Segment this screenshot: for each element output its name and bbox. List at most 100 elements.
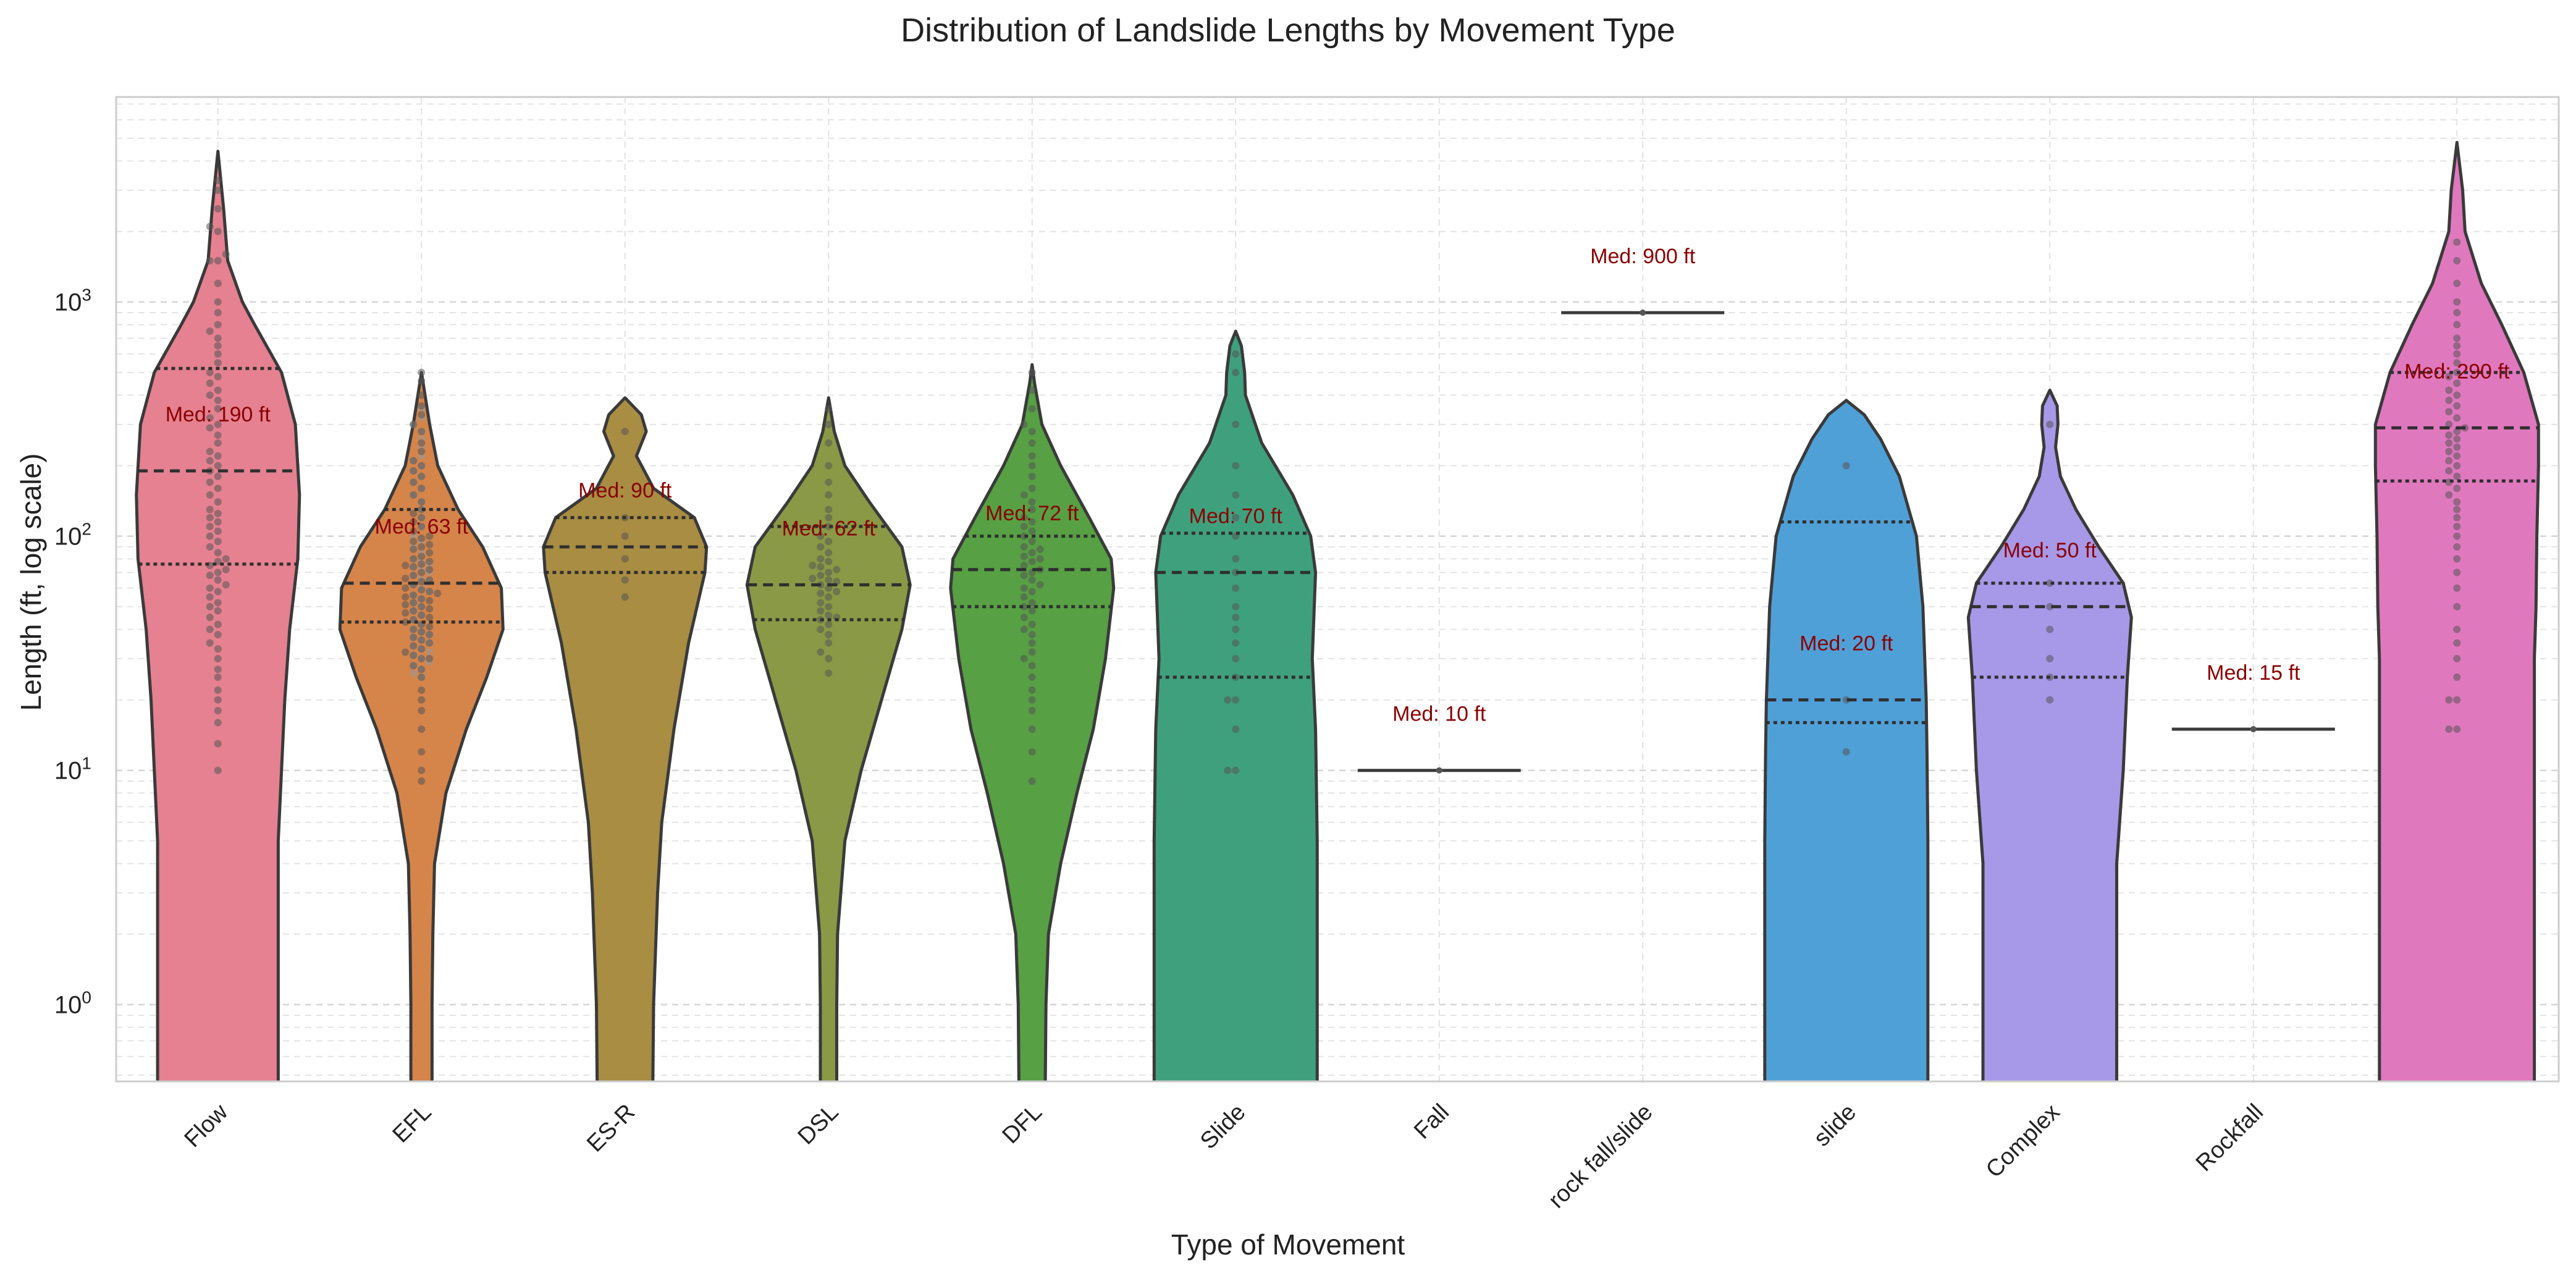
data-point <box>418 535 426 543</box>
data-point <box>2453 522 2461 530</box>
data-point <box>426 565 434 573</box>
data-point <box>1020 602 1028 611</box>
data-point <box>418 411 426 419</box>
data-point <box>1028 599 1036 607</box>
data-point <box>2453 625 2461 633</box>
data-point <box>1028 748 1036 756</box>
data-point <box>2453 484 2461 493</box>
data-point <box>2445 447 2453 455</box>
data-point <box>410 420 418 428</box>
data-point <box>825 611 833 619</box>
y-tick-label: 102 <box>54 520 91 551</box>
data-point <box>410 538 418 546</box>
data-point <box>214 527 222 535</box>
data-point <box>214 576 222 584</box>
data-point <box>426 549 434 557</box>
data-point <box>418 586 426 594</box>
data-point <box>1028 588 1036 596</box>
data-point <box>2453 555 2461 563</box>
data-point <box>817 625 825 633</box>
data-point <box>418 522 426 530</box>
data-point <box>410 607 418 615</box>
data-point <box>418 402 426 410</box>
data-point <box>1639 310 1646 316</box>
data-point <box>418 391 426 399</box>
data-point <box>825 654 833 662</box>
data-point <box>825 557 833 565</box>
data-point <box>426 614 434 622</box>
data-point <box>402 584 410 592</box>
data-point <box>825 602 833 611</box>
data-point <box>418 543 426 551</box>
data-point <box>1028 439 1036 447</box>
data-point <box>2445 491 2453 499</box>
data-point <box>2453 402 2461 410</box>
data-point <box>410 591 418 599</box>
data-point <box>206 379 214 387</box>
data-point <box>410 555 418 563</box>
data-point <box>214 673 222 681</box>
data-point <box>206 584 214 592</box>
data-point <box>206 491 214 499</box>
data-point <box>222 581 230 589</box>
data-point <box>621 576 629 584</box>
data-point <box>1020 532 1028 540</box>
data-point <box>214 472 222 480</box>
data-point <box>1028 630 1036 638</box>
data-point <box>1232 514 1240 522</box>
data-point <box>1232 420 1240 428</box>
data-point <box>1028 505 1036 514</box>
data-point <box>2453 321 2461 329</box>
data-point <box>418 766 426 774</box>
data-point <box>1028 518 1036 526</box>
data-point <box>1020 572 1028 580</box>
data-point <box>1028 607 1036 615</box>
data-point <box>2046 420 2054 428</box>
data-point <box>825 405 833 413</box>
data-point <box>214 350 222 358</box>
data-point <box>410 478 418 486</box>
data-point <box>418 498 426 506</box>
data-point <box>1232 654 1240 662</box>
data-point <box>1020 625 1028 633</box>
data-point <box>2453 379 2461 387</box>
data-point <box>825 538 833 546</box>
data-point <box>1028 428 1036 436</box>
data-point <box>817 599 825 607</box>
data-point <box>214 420 222 428</box>
data-point <box>2453 443 2461 451</box>
data-point <box>426 557 434 565</box>
data-point <box>1028 576 1036 584</box>
data-point <box>825 569 833 577</box>
data-point <box>2453 256 2461 264</box>
data-point <box>418 628 426 636</box>
data-point <box>2046 654 2054 662</box>
data-point <box>825 462 833 470</box>
data-point <box>2453 359 2461 367</box>
data-point <box>214 498 222 506</box>
median-label: Med: 72 ft <box>985 502 1079 525</box>
median-label: Med: 190 ft <box>166 403 271 426</box>
y-tick-label: 103 <box>54 285 91 316</box>
median-label: Med: 290 ft <box>2404 360 2510 383</box>
data-point <box>418 666 426 674</box>
violin-body <box>1763 399 1930 1081</box>
data-point <box>214 607 222 615</box>
data-point <box>410 642 418 650</box>
data-point <box>2250 725 2257 732</box>
data-point <box>1020 491 1028 499</box>
outer-data-point <box>426 648 434 656</box>
data-point <box>410 633 418 641</box>
data-point <box>1028 484 1036 493</box>
data-point <box>817 563 825 571</box>
data-point <box>418 654 426 662</box>
data-point <box>2046 602 2054 611</box>
data-point <box>2453 428 2461 436</box>
data-point <box>2453 391 2461 399</box>
data-point <box>2453 342 2461 350</box>
data-point <box>2445 467 2453 475</box>
data-point <box>426 630 434 638</box>
data-point <box>418 578 426 586</box>
data-point <box>418 569 426 577</box>
